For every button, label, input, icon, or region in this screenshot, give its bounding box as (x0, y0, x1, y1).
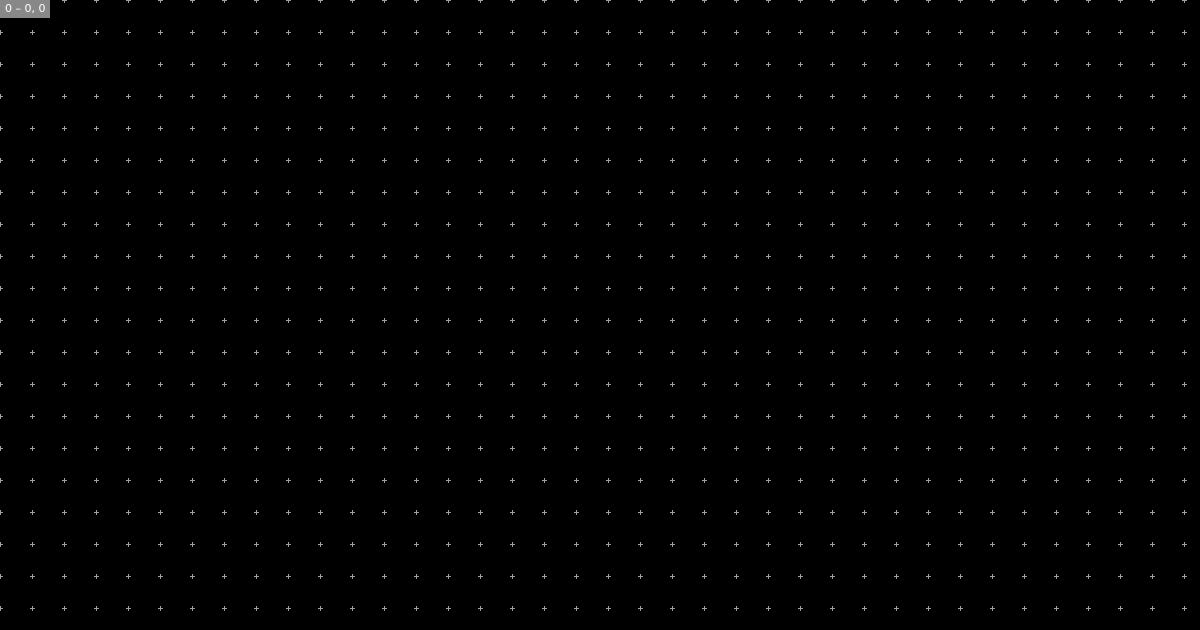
coordinate-label: 0 – 0, 0 (0, 0, 51, 18)
